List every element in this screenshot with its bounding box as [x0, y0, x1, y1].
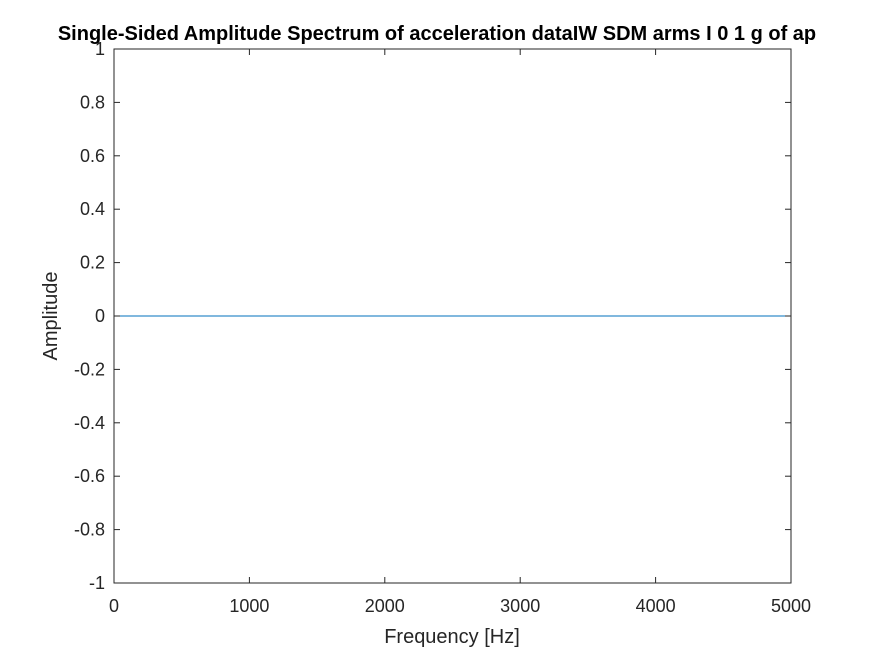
y-tick-label: -1 — [89, 573, 105, 593]
x-tick-label: 2000 — [365, 596, 405, 616]
y-axis-ticks: 1 0.8 0.6 0.4 0.2 0 -0.2 -0.4 -0.6 -0.8 -1 — [74, 39, 791, 593]
y-tick-label: -0.8 — [74, 520, 105, 540]
y-axis-label: Amplitude — [40, 272, 62, 361]
x-tick-label: 4000 — [636, 596, 676, 616]
y-tick-label: -0.2 — [74, 359, 105, 379]
axes-box — [113, 48, 792, 584]
x-tick-label: 5000 — [771, 596, 811, 616]
y-tick-label: -0.6 — [74, 466, 105, 486]
x-tick-label: 1000 — [229, 596, 269, 616]
y-tick-label: 1 — [95, 39, 105, 59]
x-tick-label: 3000 — [500, 596, 540, 616]
x-tick-label: 0 — [109, 596, 119, 616]
y-tick-label: 0.6 — [80, 146, 105, 166]
y-tick-label: 0 — [95, 306, 105, 326]
y-tick-label: 0.2 — [80, 253, 105, 273]
chart-title: Single-Sided Amplitude Spectrum of accel… — [58, 23, 816, 45]
x-axis-ticks: 0 1000 2000 3000 4000 5000 — [109, 49, 811, 616]
y-tick-label: 0.8 — [80, 92, 105, 112]
y-tick-label: -0.4 — [74, 413, 105, 433]
x-axis-label: Frequency [Hz] — [384, 626, 520, 648]
y-tick-label: 0.4 — [80, 199, 105, 219]
